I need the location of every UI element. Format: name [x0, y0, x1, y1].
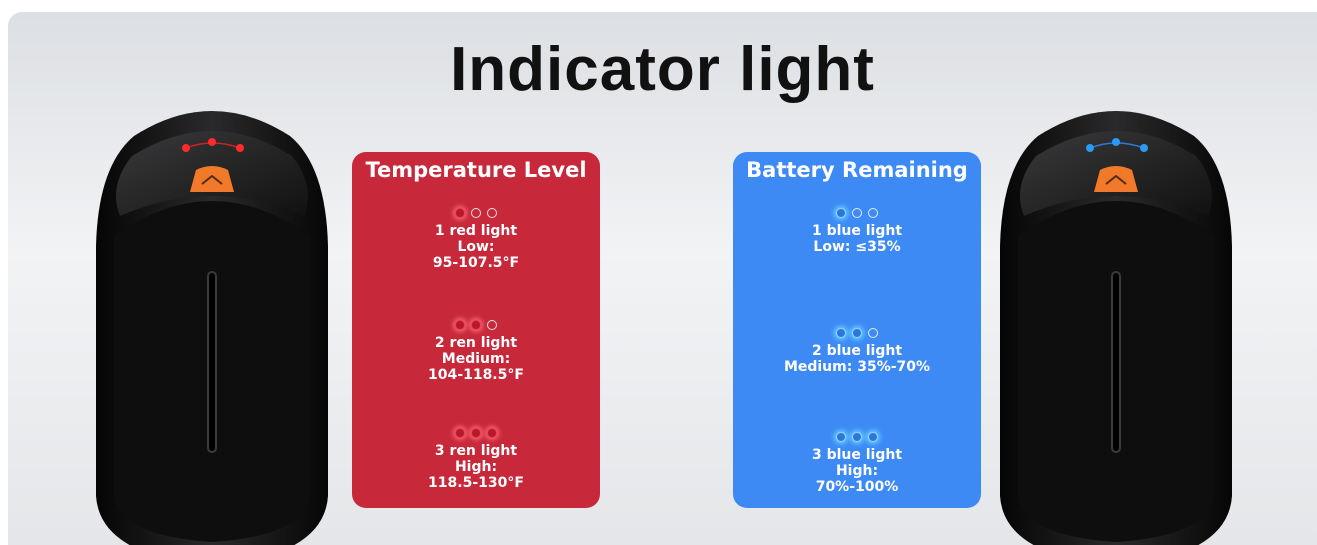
device-right — [998, 96, 1234, 545]
indicator-dot — [455, 320, 465, 330]
indicator-dot — [836, 432, 846, 442]
indicator-dots — [352, 320, 600, 330]
item-line: 70%-100% — [733, 479, 981, 495]
indicator-dot — [836, 208, 846, 218]
indicator-dot — [471, 208, 481, 218]
title: Indicator light — [8, 34, 1317, 105]
item-line: 1 blue light — [733, 223, 981, 239]
indicator-dots — [352, 428, 600, 438]
indicator-dot — [455, 428, 465, 438]
indicator-dot — [471, 320, 481, 330]
indicator-dots — [352, 208, 600, 218]
indicator-dot — [471, 428, 481, 438]
item-line: 2 blue light — [733, 343, 981, 359]
banner: Indicator light Temperature Level 1 red l… — [8, 12, 1317, 545]
panel-heading: Temperature Level — [352, 158, 600, 182]
item-line: 95-107.5°F — [352, 255, 600, 271]
item-line: 104-118.5°F — [352, 367, 600, 383]
item-line: 3 blue light — [733, 447, 981, 463]
item-line: Medium: — [352, 351, 600, 367]
indicator-dot — [487, 208, 497, 218]
indicator-dot — [836, 328, 846, 338]
item-line: 118.5-130°F — [352, 475, 600, 491]
item-line: Low: ≤35% — [733, 239, 981, 255]
page: {"title": "Indicator light", "panels": [… — [0, 0, 1317, 545]
item-line: Low: — [352, 239, 600, 255]
item-line: 2 ren light — [352, 335, 600, 351]
indicator-dots — [733, 432, 981, 442]
indicator-dot — [852, 208, 862, 218]
panel-heading: Battery Remaining — [733, 158, 981, 182]
item-line: High: — [733, 463, 981, 479]
item-line: 3 ren light — [352, 443, 600, 459]
indicator-dot — [868, 432, 878, 442]
indicator-dot — [487, 428, 497, 438]
indicator-dot — [852, 328, 862, 338]
indicator-dot — [487, 320, 497, 330]
indicator-dot — [868, 328, 878, 338]
indicator-dots — [733, 328, 981, 338]
indicator-dot — [868, 208, 878, 218]
indicator-dot — [455, 208, 465, 218]
item-line: Medium: 35%-70% — [733, 359, 981, 375]
item-line: High: — [352, 459, 600, 475]
item-line: 1 red light — [352, 223, 600, 239]
indicator-dots — [733, 208, 981, 218]
indicator-dot — [852, 432, 862, 442]
device-left — [94, 96, 330, 545]
